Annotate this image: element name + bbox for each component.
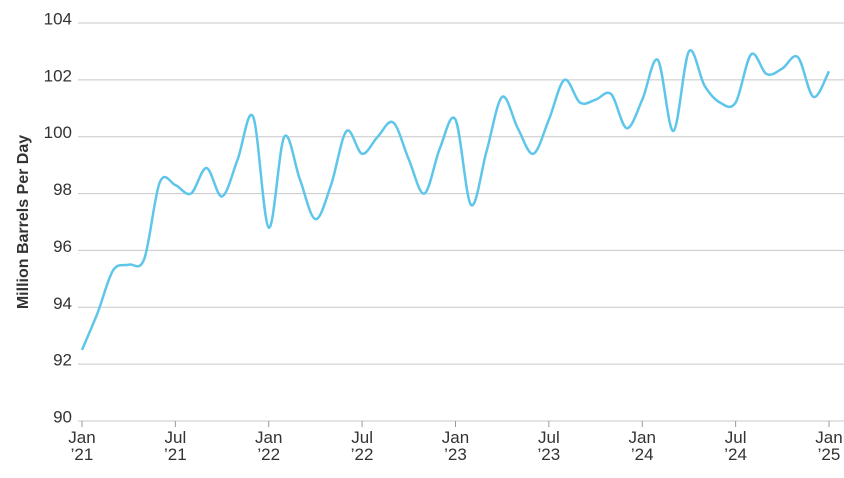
x-tick-label: Jan ’24 [629, 428, 656, 464]
line-series [80, 49, 831, 351]
x-tick-label: Jan ’22 [255, 428, 282, 464]
x-tick-label: Jul ’23 [538, 428, 561, 464]
y-tick-label: 102 [44, 66, 72, 85]
y-tick-label: 104 [44, 9, 72, 28]
y-tick-label: 92 [53, 351, 72, 370]
y-tick-label: 98 [53, 180, 72, 199]
y-tick-label: 100 [44, 123, 72, 142]
x-tick-label: Jan ’23 [442, 428, 469, 464]
y-tick-label: 96 [53, 237, 72, 256]
x-tick-label: Jan ’21 [68, 428, 95, 464]
y-tick-label: 90 [53, 407, 72, 426]
x-tick-label: Jul ’22 [351, 428, 374, 464]
x-tick-label: Jul ’21 [164, 428, 187, 464]
y-axis-label: Million Barrels Per Day [15, 135, 32, 309]
y-tick-label: 94 [53, 294, 72, 313]
x-tick-label: Jan ’25 [815, 428, 842, 464]
x-tick-label: Jul ’24 [724, 428, 747, 464]
